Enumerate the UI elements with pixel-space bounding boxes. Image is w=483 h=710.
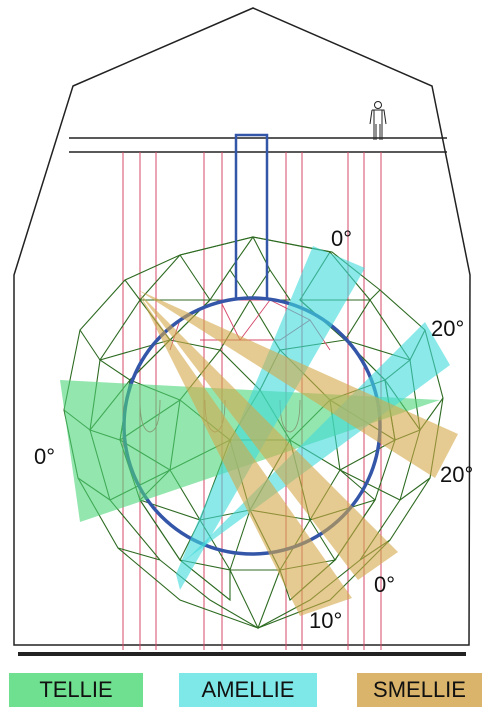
snoplus-detector-diagram: 0° 20° 0° 20° 0° 10° bbox=[13, 7, 473, 656]
smellie-beam-10deg bbox=[140, 296, 352, 616]
amellie-angle-0-label: 0° bbox=[331, 226, 352, 251]
legend-smellie: SMELLIE bbox=[357, 673, 482, 707]
smellie-beam-20deg bbox=[138, 290, 458, 478]
smellie-angle-20-label: 20° bbox=[440, 462, 473, 487]
light-beams bbox=[60, 246, 458, 616]
cavity-outline bbox=[13, 7, 471, 656]
legend-tellie: TELLIE bbox=[9, 673, 143, 707]
person-silhouette-icon bbox=[369, 101, 387, 140]
smellie-beam-0deg bbox=[138, 292, 398, 580]
amellie-angle-20-label: 20° bbox=[431, 316, 464, 341]
amellie-beam-0deg bbox=[176, 246, 365, 590]
tellie-angle-0-label: 0° bbox=[34, 444, 55, 469]
legend-amellie: AMELLIE bbox=[179, 673, 317, 707]
smellie-angle-0-label: 0° bbox=[374, 572, 395, 597]
smellie-angle-10-label: 10° bbox=[309, 608, 342, 633]
